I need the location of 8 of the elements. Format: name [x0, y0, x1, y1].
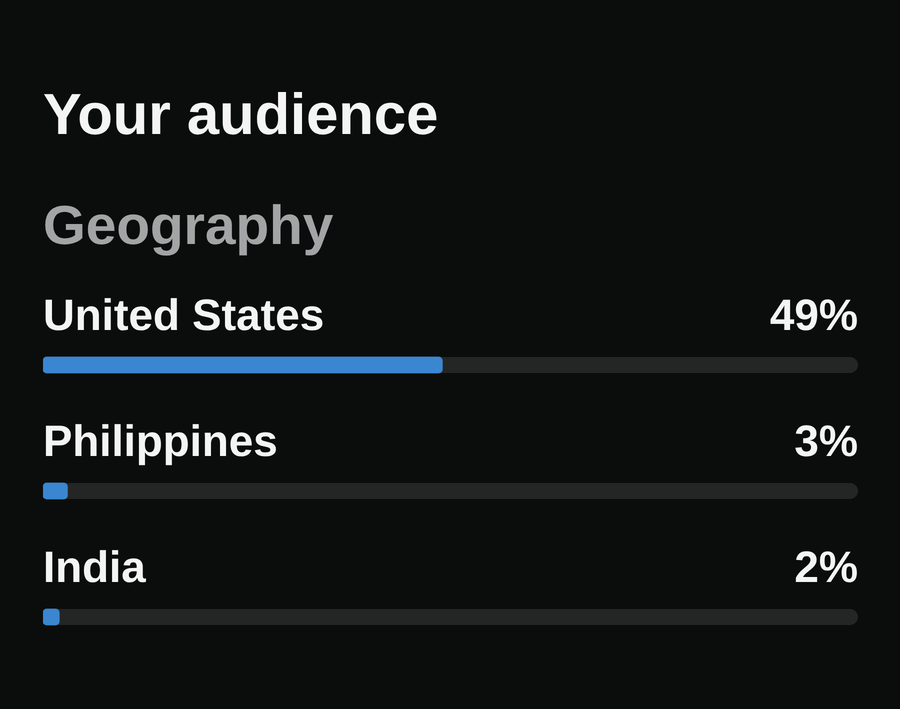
data-label: 49% — [770, 291, 858, 340]
data-label: 2% — [794, 543, 858, 592]
y-tick-label: Philippines — [43, 417, 278, 466]
data-label: 3% — [794, 417, 858, 466]
chart-title: Your audience — [43, 82, 438, 147]
chart-subtitle: Geography — [43, 194, 334, 256]
y-tick-label: United States — [43, 291, 324, 340]
y-tick-label: India — [43, 543, 146, 592]
